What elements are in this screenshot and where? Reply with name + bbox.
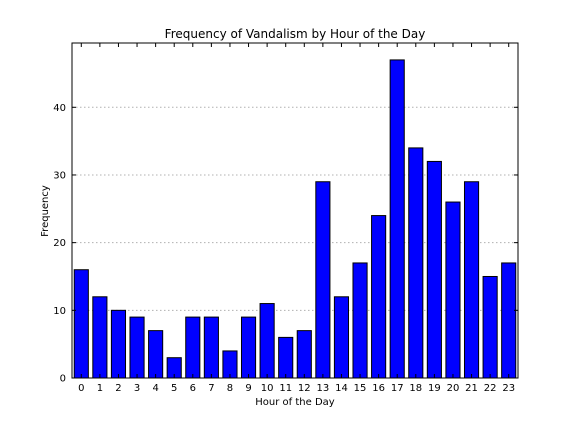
x-tick-label: 1 [97,383,103,394]
x-tick-label: 20 [447,383,460,394]
bar-hour-2 [110,309,127,379]
bar-hour-20 [445,201,461,379]
bars [73,59,517,379]
bar-hour-7 [203,316,219,379]
x-tick-label: 6 [190,383,196,394]
x-tick-label: 21 [465,383,478,394]
bar-hour-18 [408,147,424,379]
bar-hour-22 [482,275,498,379]
ticks [72,43,518,379]
x-tick-label: 8 [227,383,233,394]
bar-hour-6 [185,316,201,379]
x-tick-label: 0 [78,383,84,394]
y-tick-label: 0 [60,374,66,385]
x-tick-label: 18 [409,383,422,394]
chart-title: Frequency of Vandalism by Hour of the Da… [165,27,426,41]
x-tick-label: 12 [298,383,311,394]
x-tick-label: 10 [261,383,274,394]
x-tick-label: 3 [134,383,140,394]
bar-hour-23 [501,262,517,379]
plot-frame [71,42,519,379]
x-tick-label: 7 [208,383,214,394]
bar-hour-1 [92,296,108,379]
x-tick-label: 13 [317,383,330,394]
x-tick-label: 9 [245,383,251,394]
x-tick-label: 22 [484,383,497,394]
y-tick-label: 30 [53,170,66,181]
bar-hour-9 [240,316,257,379]
bar-hour-19 [426,160,442,379]
bar-hour-17 [389,59,405,379]
bar-hour-11 [278,336,294,379]
x-tick-label: 11 [279,383,292,394]
x-tick-label: 14 [335,383,348,394]
x-tick-label: 15 [354,383,367,394]
x-tick-label: 16 [372,383,385,394]
x-tick-label: 5 [171,383,177,394]
x-axis-label: Hour of the Day [255,397,335,408]
bar-hour-12 [296,330,312,379]
x-tick-label: 17 [391,383,404,394]
bar-hour-13 [315,181,331,379]
x-tick-labels: 0 1 2 3 4 5 6 7 8 9 10 11 12 13 14 15 16 17 18 19 20 21 22 23 [78,383,515,394]
bar-hour-10 [259,303,275,379]
x-tick-label: 23 [502,383,515,394]
bar-hour-4 [148,330,164,379]
y-tick-label: 40 [53,103,66,114]
bar-hour-21 [463,181,480,379]
bar-hour-14 [333,296,350,379]
bar-hour-3 [129,316,145,379]
y-axis-label: Frequency [40,185,51,237]
x-tick-label: 4 [152,383,158,394]
y-tick-labels: 0 10 20 30 40 [53,103,66,385]
bar-hour-16 [371,215,387,379]
y-tick-label: 20 [53,238,66,249]
bar-hour-0 [73,269,89,379]
x-tick-label: 2 [115,383,121,394]
y-tick-label: 10 [53,306,66,317]
x-tick-label: 19 [428,383,441,394]
bar-hour-8 [222,350,238,379]
bar-hour-15 [352,262,368,379]
